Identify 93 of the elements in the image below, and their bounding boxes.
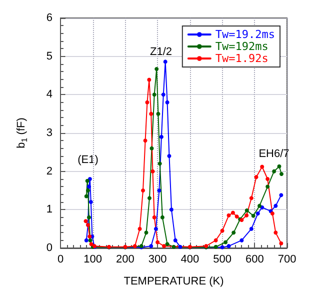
x-tick-label: 100 (84, 254, 102, 266)
point (86, 188, 90, 192)
point (143, 138, 148, 143)
point (266, 184, 270, 189)
point (156, 112, 160, 116)
point (86, 184, 91, 189)
point (152, 92, 156, 97)
point (214, 244, 218, 249)
x-axis-title: TEMPERATURE (K) (124, 276, 224, 288)
point (244, 213, 249, 218)
point (154, 66, 159, 71)
point (254, 175, 258, 180)
point (150, 146, 154, 150)
point (270, 212, 274, 216)
point (144, 230, 148, 235)
point (163, 60, 168, 64)
point (138, 226, 142, 231)
point (173, 238, 178, 242)
y-tick-label: 4 (46, 88, 52, 101)
point (249, 226, 254, 231)
point (167, 154, 172, 158)
point (132, 244, 137, 248)
point (226, 213, 231, 218)
point (88, 238, 92, 242)
point (256, 212, 260, 216)
point (226, 244, 231, 248)
point (240, 238, 244, 242)
annotation: (E1) (78, 154, 98, 166)
x-tick-label: 700 (278, 254, 296, 266)
y-tick-label: 2 (46, 165, 52, 178)
point (249, 196, 254, 200)
point (84, 238, 88, 242)
point (89, 242, 94, 246)
point (234, 214, 239, 219)
point (86, 215, 91, 220)
y-tick-label: 0 (46, 242, 52, 254)
point (178, 244, 182, 249)
point (150, 169, 155, 174)
point (145, 100, 150, 104)
point (154, 226, 158, 231)
point (156, 240, 160, 244)
point (160, 215, 164, 220)
point (165, 100, 170, 104)
point (232, 230, 236, 235)
point (251, 214, 256, 218)
y-tick-label: 3 (46, 127, 52, 139)
point (224, 240, 228, 244)
legend-label: Tw=19.2ms (215, 28, 276, 41)
point (274, 204, 278, 208)
point (158, 162, 162, 166)
point (258, 204, 262, 208)
x-tick-label: 400 (180, 254, 200, 266)
x-tick-label: 200 (116, 254, 134, 266)
legend-label: Tw=192ms (215, 40, 268, 53)
x-tick-label: 0 (57, 254, 64, 266)
point (84, 194, 88, 198)
x-tick-label: 500 (213, 254, 232, 266)
point (169, 208, 174, 212)
point (277, 164, 282, 168)
point (244, 208, 249, 212)
point (274, 230, 278, 235)
point (147, 78, 152, 82)
point (266, 177, 270, 181)
point (172, 244, 176, 249)
point (88, 234, 92, 238)
point (152, 215, 156, 220)
x-tick-label: 600 (245, 254, 264, 266)
x-tick-label: 300 (148, 254, 167, 266)
y-tick-label: 1 (46, 204, 52, 216)
point (165, 242, 170, 246)
point (149, 112, 154, 116)
point (279, 193, 284, 198)
point (220, 228, 224, 233)
point (141, 188, 146, 192)
point (260, 164, 264, 169)
point (84, 219, 88, 224)
point (280, 172, 284, 176)
annotation: Z1/2 (150, 46, 172, 58)
point (230, 210, 235, 215)
point (147, 196, 152, 200)
point (279, 241, 284, 246)
point (159, 134, 164, 139)
legend-label: Tw=1.92s (215, 52, 268, 65)
point (272, 169, 276, 174)
point (85, 178, 90, 183)
point (214, 238, 218, 242)
y-tick-label: 6 (46, 12, 52, 24)
point (220, 245, 224, 250)
y-tick-label: 5 (46, 50, 52, 62)
point (161, 92, 166, 97)
point (88, 200, 93, 204)
point (157, 188, 162, 192)
y-axis-title: b1 (fF) (16, 118, 29, 148)
